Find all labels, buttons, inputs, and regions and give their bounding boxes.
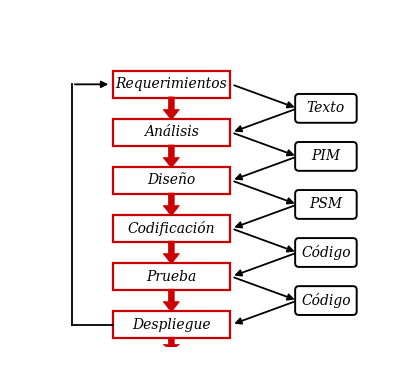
Text: PIM: PIM — [311, 149, 341, 163]
Polygon shape — [163, 193, 179, 216]
Text: Despliegue: Despliegue — [132, 317, 210, 332]
Text: PSM: PSM — [310, 197, 342, 211]
FancyBboxPatch shape — [295, 142, 357, 171]
FancyBboxPatch shape — [113, 215, 230, 242]
FancyBboxPatch shape — [113, 167, 230, 194]
Polygon shape — [163, 97, 179, 120]
Text: Análisis: Análisis — [144, 126, 199, 139]
Polygon shape — [163, 241, 179, 264]
FancyBboxPatch shape — [113, 71, 230, 98]
Text: Texto: Texto — [307, 101, 345, 115]
FancyBboxPatch shape — [113, 119, 230, 146]
Text: Diseño: Diseño — [147, 174, 195, 188]
Polygon shape — [163, 337, 179, 350]
FancyBboxPatch shape — [295, 286, 357, 315]
FancyBboxPatch shape — [295, 190, 357, 219]
Text: Codificación: Codificación — [128, 221, 215, 236]
FancyBboxPatch shape — [113, 263, 230, 290]
Text: Requerimientos: Requerimientos — [116, 77, 227, 91]
Polygon shape — [163, 289, 179, 312]
FancyBboxPatch shape — [295, 94, 357, 123]
Polygon shape — [163, 145, 179, 168]
FancyBboxPatch shape — [113, 311, 230, 339]
Text: Código: Código — [301, 245, 351, 260]
Text: Código: Código — [301, 293, 351, 308]
Text: Prueba: Prueba — [146, 269, 197, 284]
FancyBboxPatch shape — [295, 238, 357, 267]
